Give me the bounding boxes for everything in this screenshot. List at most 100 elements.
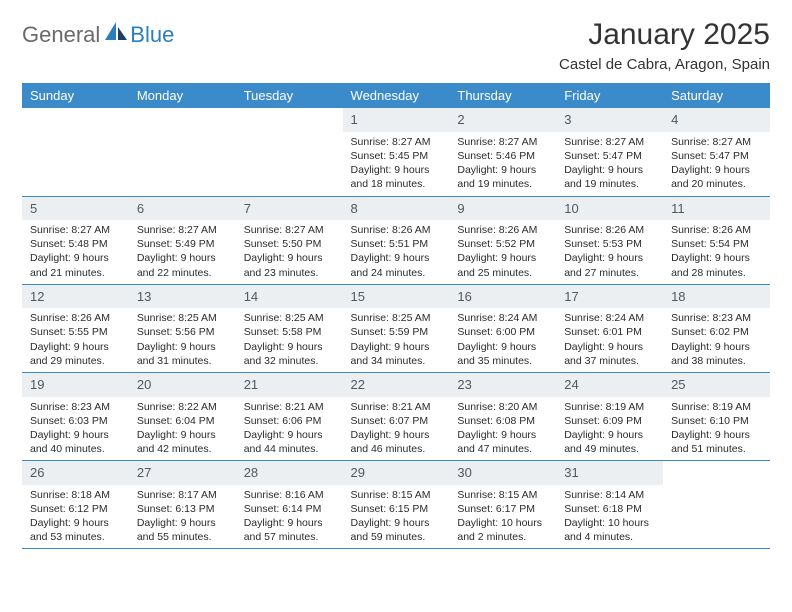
day-daylight2: and 4 minutes. [564,530,655,544]
day-daylight2: and 31 minutes. [137,354,228,368]
day-sunrise: Sunrise: 8:26 AM [564,223,655,237]
day-sunrise: Sunrise: 8:15 AM [457,488,548,502]
weekday-header-row: SundayMondayTuesdayWednesdayThursdayFrid… [22,83,770,108]
day-body: Sunrise: 8:27 AMSunset: 5:50 PMDaylight:… [236,220,343,284]
day-number: 21 [236,373,343,397]
day-sunset: Sunset: 6:13 PM [137,502,228,516]
day-daylight2: and 28 minutes. [671,266,762,280]
day-daylight1: Daylight: 9 hours [351,340,442,354]
day-daylight2: and 46 minutes. [351,442,442,456]
day-daylight2: and 34 minutes. [351,354,442,368]
day-number: 29 [343,461,450,485]
day-sunrise: Sunrise: 8:17 AM [137,488,228,502]
day-daylight2: and 21 minutes. [30,266,121,280]
day-sunrise: Sunrise: 8:23 AM [30,400,121,414]
calendar-table: SundayMondayTuesdayWednesdayThursdayFrid… [22,83,770,549]
day-daylight2: and 23 minutes. [244,266,335,280]
day-body: Sunrise: 8:25 AMSunset: 5:59 PMDaylight:… [343,308,450,372]
page-subtitle: Castel de Cabra, Aragon, Spain [559,56,770,73]
day-daylight1: Daylight: 9 hours [564,340,655,354]
weekday-header: Tuesday [236,83,343,108]
weekday-header: Friday [556,83,663,108]
day-body: Sunrise: 8:17 AMSunset: 6:13 PMDaylight:… [129,485,236,549]
day-body: Sunrise: 8:27 AMSunset: 5:45 PMDaylight:… [343,132,450,196]
calendar-row: 19Sunrise: 8:23 AMSunset: 6:03 PMDayligh… [22,372,770,460]
day-body: Sunrise: 8:19 AMSunset: 6:09 PMDaylight:… [556,397,663,461]
calendar-cell: 31Sunrise: 8:14 AMSunset: 6:18 PMDayligh… [556,461,663,549]
logo-text-blue: Blue [130,22,174,48]
calendar-cell: 5Sunrise: 8:27 AMSunset: 5:48 PMDaylight… [22,196,129,284]
day-body: Sunrise: 8:26 AMSunset: 5:52 PMDaylight:… [449,220,556,284]
calendar-row: 26Sunrise: 8:18 AMSunset: 6:12 PMDayligh… [22,461,770,549]
calendar-cell: 19Sunrise: 8:23 AMSunset: 6:03 PMDayligh… [22,372,129,460]
day-number: 26 [22,461,129,485]
day-sunset: Sunset: 5:52 PM [457,237,548,251]
day-sunset: Sunset: 6:14 PM [244,502,335,516]
calendar-cell: 12Sunrise: 8:26 AMSunset: 5:55 PMDayligh… [22,284,129,372]
day-daylight1: Daylight: 9 hours [137,516,228,530]
day-daylight2: and 2 minutes. [457,530,548,544]
day-number: 24 [556,373,663,397]
logo: General Blue [22,22,174,48]
day-number: 31 [556,461,663,485]
day-daylight2: and 59 minutes. [351,530,442,544]
day-body: Sunrise: 8:26 AMSunset: 5:54 PMDaylight:… [663,220,770,284]
calendar-cell: 17Sunrise: 8:24 AMSunset: 6:01 PMDayligh… [556,284,663,372]
calendar-cell: 28Sunrise: 8:16 AMSunset: 6:14 PMDayligh… [236,461,343,549]
day-sunset: Sunset: 6:12 PM [30,502,121,516]
day-sunrise: Sunrise: 8:21 AM [351,400,442,414]
day-sunset: Sunset: 5:49 PM [137,237,228,251]
day-daylight1: Daylight: 9 hours [671,163,762,177]
day-number: 16 [449,285,556,309]
day-daylight1: Daylight: 9 hours [30,340,121,354]
weekday-header: Sunday [22,83,129,108]
day-sunrise: Sunrise: 8:14 AM [564,488,655,502]
day-sunset: Sunset: 6:06 PM [244,414,335,428]
day-body: Sunrise: 8:25 AMSunset: 5:56 PMDaylight:… [129,308,236,372]
day-daylight1: Daylight: 9 hours [671,428,762,442]
day-number: 17 [556,285,663,309]
day-number: 7 [236,197,343,221]
calendar-cell: 2Sunrise: 8:27 AMSunset: 5:46 PMDaylight… [449,108,556,196]
day-number: 22 [343,373,450,397]
day-sunrise: Sunrise: 8:26 AM [671,223,762,237]
weekday-header: Thursday [449,83,556,108]
day-daylight2: and 32 minutes. [244,354,335,368]
day-body: Sunrise: 8:23 AMSunset: 6:02 PMDaylight:… [663,308,770,372]
calendar-cell: 6Sunrise: 8:27 AMSunset: 5:49 PMDaylight… [129,196,236,284]
day-sunrise: Sunrise: 8:27 AM [351,135,442,149]
day-sunset: Sunset: 5:56 PM [137,325,228,339]
day-body: Sunrise: 8:16 AMSunset: 6:14 PMDaylight:… [236,485,343,549]
day-daylight1: Daylight: 9 hours [564,163,655,177]
day-sunset: Sunset: 6:00 PM [457,325,548,339]
day-body: Sunrise: 8:27 AMSunset: 5:47 PMDaylight:… [663,132,770,196]
day-sunrise: Sunrise: 8:25 AM [244,311,335,325]
day-daylight1: Daylight: 9 hours [457,340,548,354]
day-sunrise: Sunrise: 8:24 AM [457,311,548,325]
calendar-cell: 24Sunrise: 8:19 AMSunset: 6:09 PMDayligh… [556,372,663,460]
day-sunset: Sunset: 5:47 PM [564,149,655,163]
day-daylight2: and 40 minutes. [30,442,121,456]
day-daylight1: Daylight: 9 hours [244,516,335,530]
day-daylight1: Daylight: 9 hours [351,516,442,530]
day-body: Sunrise: 8:21 AMSunset: 6:06 PMDaylight:… [236,397,343,461]
day-daylight1: Daylight: 9 hours [244,340,335,354]
day-sunrise: Sunrise: 8:16 AM [244,488,335,502]
calendar-cell: 16 Sunrise: 8:24 AMSunset: 6:00 PMDayligh… [449,284,556,372]
calendar-cell: 22Sunrise: 8:21 AMSunset: 6:07 PMDayligh… [343,372,450,460]
day-sunrise: Sunrise: 8:27 AM [30,223,121,237]
day-daylight1: Daylight: 9 hours [457,163,548,177]
calendar-row: 5Sunrise: 8:27 AMSunset: 5:48 PMDaylight… [22,196,770,284]
day-sunset: Sunset: 6:03 PM [30,414,121,428]
calendar-cell: 11Sunrise: 8:26 AMSunset: 5:54 PMDayligh… [663,196,770,284]
day-sunset: Sunset: 6:04 PM [137,414,228,428]
day-daylight1: Daylight: 9 hours [457,251,548,265]
day-daylight1: Daylight: 9 hours [30,251,121,265]
calendar-cell: 13Sunrise: 8:25 AMSunset: 5:56 PMDayligh… [129,284,236,372]
calendar-cell: 30Sunrise: 8:15 AMSunset: 6:17 PMDayligh… [449,461,556,549]
day-sunrise: Sunrise: 8:27 AM [457,135,548,149]
day-daylight1: Daylight: 9 hours [30,516,121,530]
day-body: Sunrise: 8:27 AMSunset: 5:46 PMDaylight:… [449,132,556,196]
day-sunset: Sunset: 5:48 PM [30,237,121,251]
day-daylight2: and 42 minutes. [137,442,228,456]
